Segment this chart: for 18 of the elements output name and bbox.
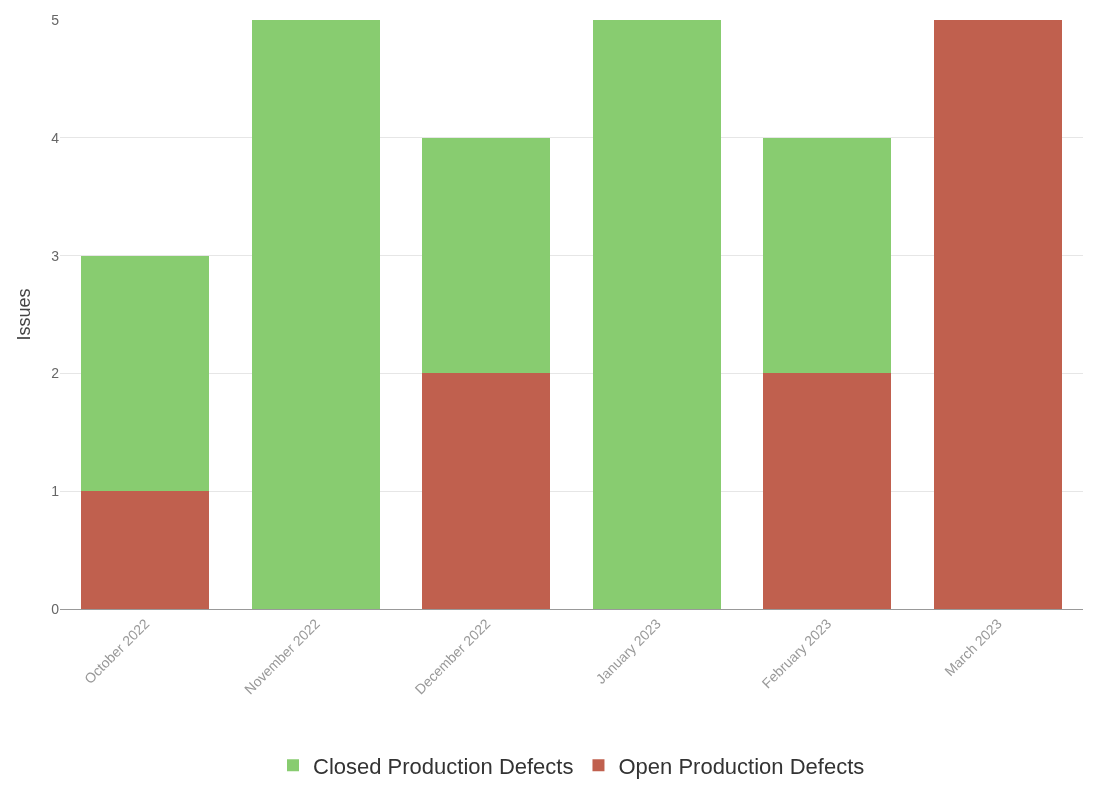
y-tick-label: 0 <box>51 600 60 617</box>
bar <box>422 373 551 609</box>
bar <box>251 20 380 609</box>
bar <box>763 137 892 374</box>
bar <box>592 20 721 609</box>
bar <box>763 373 892 609</box>
y-tick-label: 4 <box>51 129 60 146</box>
legend-label: Closed Production Defects <box>313 753 574 779</box>
y-tick-label: 5 <box>51 11 60 28</box>
bar <box>422 137 551 374</box>
bar <box>81 491 210 609</box>
bar <box>933 20 1062 609</box>
y-axis-title: Issues <box>14 288 35 341</box>
y-tick-label: 3 <box>51 247 60 264</box>
y-tick-label: 2 <box>51 365 60 382</box>
bar <box>81 255 210 492</box>
legend-label: Open Production Defects <box>618 753 865 779</box>
y-tick-label: 1 <box>51 483 60 500</box>
